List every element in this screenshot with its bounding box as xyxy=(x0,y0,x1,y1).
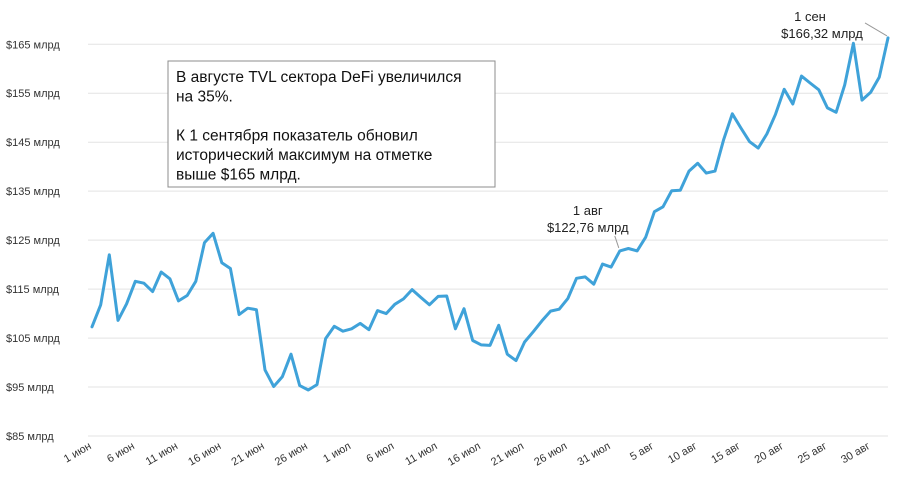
callout-line: В августе TVL сектора DeFi увеличился xyxy=(176,69,461,86)
x-tick-label: 5 авг xyxy=(628,440,656,463)
y-tick-label: $125 млрд xyxy=(6,235,60,247)
annotation-leader xyxy=(864,22,888,37)
x-tick-label: 31 июл xyxy=(576,440,613,468)
x-tick-label: 30 авг xyxy=(839,440,872,466)
y-axis-tick-labels: $85 млрд $95 млрд $105 млрд $115 млрд $125 м… xyxy=(6,39,60,443)
x-axis-tick-labels: 1 июн 6 июн 11 июн 16 июн 21 июн 26 июн 1 июл 6… xyxy=(62,440,872,468)
annotation-leader xyxy=(614,235,620,249)
callout-line: на 35%. xyxy=(176,89,233,106)
x-tick-label: 11 июл xyxy=(403,440,439,468)
annotation-value: $122,76 млрд xyxy=(547,220,629,235)
annotation-date: 1 авг xyxy=(573,203,603,218)
x-tick-label: 1 июн xyxy=(62,440,94,465)
series-line xyxy=(90,36,890,392)
y-tick-label: $115 млрд xyxy=(6,284,60,296)
y-tick-label: $105 млрд xyxy=(6,333,60,345)
annotation-value: $166,32 млрд xyxy=(781,26,863,41)
x-tick-label: 26 июл xyxy=(532,440,569,468)
y-tick-label: $95 млрд xyxy=(6,382,54,394)
x-tick-label: 6 июн xyxy=(105,440,137,465)
x-tick-label: 11 июн xyxy=(144,440,180,468)
annotation-date: 1 сен xyxy=(794,9,826,24)
x-tick-label: 21 июн xyxy=(230,440,267,468)
x-tick-label: 20 авг xyxy=(753,440,786,466)
callout-line: исторический максимум на отметке xyxy=(176,147,432,164)
x-tick-label: 10 авг xyxy=(666,440,699,466)
y-tick-label: $165 млрд xyxy=(6,39,60,51)
callout: В августе TVL сектора DeFi увеличился на … xyxy=(167,60,496,188)
y-tick-label: $145 млрд xyxy=(6,137,60,149)
series-layer xyxy=(90,36,890,392)
x-tick-label: 25 авг xyxy=(796,440,829,466)
callout-line: выше $165 млрд. xyxy=(176,167,301,184)
callout-box xyxy=(167,60,496,188)
y-tick-label: $135 млрд xyxy=(6,186,60,198)
x-tick-label: 1 июл xyxy=(321,440,353,465)
annotation-1-sep: 1 сен $166,32 млрд xyxy=(781,9,888,41)
y-tick-label: $85 млрд xyxy=(6,431,54,443)
annotations: 1 авг $122,76 млрд 1 сен $166,32 млрд xyxy=(547,9,888,249)
y-tick-label: $155 млрд xyxy=(6,88,60,100)
annotation-1-aug: 1 авг $122,76 млрд xyxy=(547,203,629,249)
x-tick-label: 26 июн xyxy=(273,440,310,468)
x-tick-label: 6 июл xyxy=(365,440,397,465)
callout-line: К 1 сентября показатель обновил xyxy=(176,128,418,145)
x-tick-label: 21 июл xyxy=(489,440,526,468)
x-tick-label: 16 июн xyxy=(186,440,223,468)
x-tick-label: 16 июл xyxy=(446,440,483,468)
x-tick-label: 15 авг xyxy=(709,440,742,466)
